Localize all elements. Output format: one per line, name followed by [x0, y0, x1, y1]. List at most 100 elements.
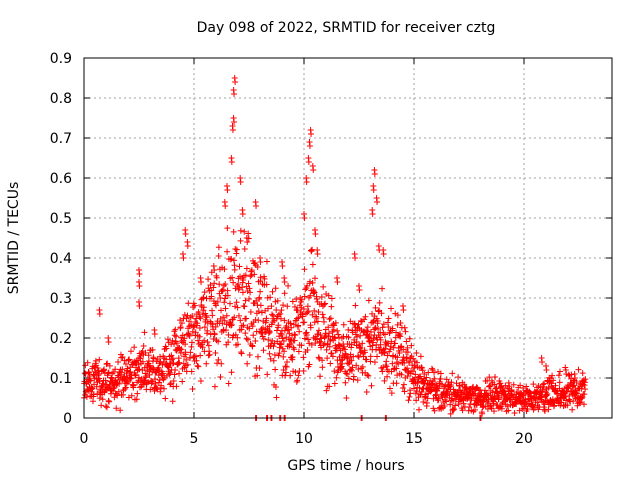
- data-point: [414, 380, 421, 387]
- data-point: [293, 296, 300, 303]
- data-point: [145, 352, 152, 359]
- data-point: [272, 366, 279, 373]
- data-point: [270, 343, 277, 350]
- data-point: [102, 377, 109, 384]
- data-point: [237, 237, 244, 244]
- data-point: [171, 371, 178, 378]
- data-point: [105, 397, 112, 404]
- data-point: [201, 289, 208, 296]
- data-point: [243, 315, 250, 322]
- data-point: [188, 368, 195, 375]
- data-point: [397, 319, 404, 326]
- data-point: [398, 371, 405, 378]
- data-point: [527, 389, 534, 396]
- data-point: [143, 379, 150, 386]
- data-point: [276, 340, 283, 347]
- data-point: [303, 310, 310, 317]
- data-point: [337, 364, 344, 371]
- data-point: [545, 406, 552, 413]
- data-point: [233, 299, 240, 306]
- data-point: [301, 215, 308, 221]
- data-point: [106, 398, 113, 405]
- y-axis-label: SRMTID / TECUs: [6, 182, 22, 295]
- data-point: [323, 346, 330, 353]
- data-point: [236, 263, 243, 270]
- data-point: [307, 324, 314, 331]
- data-point: [86, 369, 93, 376]
- data-point: [303, 179, 310, 185]
- data-point: [455, 374, 462, 381]
- data-point: [396, 349, 403, 356]
- data-point: [164, 336, 171, 343]
- data-point: [110, 385, 117, 392]
- data-point: [234, 334, 241, 341]
- data-point: [249, 323, 256, 330]
- data-point: [309, 261, 316, 268]
- data-point: [284, 327, 291, 334]
- data-point: [219, 286, 226, 293]
- data-point: [363, 356, 370, 363]
- data-point: [501, 388, 508, 395]
- data-point: [380, 321, 387, 328]
- data-point: [314, 251, 321, 257]
- data-point: [200, 307, 207, 314]
- data-point: [254, 263, 261, 270]
- data-point: [290, 321, 297, 328]
- data-point: [217, 374, 224, 381]
- data-point: [207, 281, 214, 288]
- data-point: [416, 406, 423, 413]
- x-tick-label: 15: [405, 431, 423, 447]
- data-point: [115, 359, 122, 366]
- data-point: [132, 372, 139, 379]
- data-point: [147, 386, 154, 393]
- data-point: [118, 354, 125, 361]
- y-tick-label: 0.1: [50, 371, 72, 387]
- data-point: [103, 361, 110, 368]
- data-point: [325, 292, 332, 299]
- data-point: [314, 336, 321, 343]
- data-point: [121, 373, 128, 380]
- data-point: [387, 346, 394, 353]
- data-point: [181, 311, 188, 318]
- data-point: [231, 266, 238, 273]
- data-point: [324, 355, 331, 362]
- data-point: [224, 187, 231, 193]
- data-point: [258, 309, 265, 316]
- data-point: [395, 360, 402, 367]
- data-point: [288, 324, 295, 331]
- data-point: [239, 211, 246, 217]
- data-point: [449, 395, 456, 402]
- data-point: [291, 303, 298, 310]
- data-point: [195, 363, 202, 370]
- data-point: [222, 281, 229, 288]
- data-point: [228, 322, 235, 329]
- data-point: [447, 401, 454, 408]
- data-point: [280, 353, 287, 360]
- data-point: [203, 360, 210, 367]
- data-point: [369, 211, 376, 217]
- data-point: [188, 339, 195, 346]
- data-point: [305, 159, 312, 165]
- data-point: [235, 281, 242, 288]
- data-point: [367, 358, 374, 365]
- data-point: [195, 337, 202, 344]
- data-point: [190, 323, 197, 330]
- data-point: [449, 370, 456, 377]
- data-point: [411, 376, 418, 383]
- data-point: [325, 324, 332, 331]
- data-point: [549, 396, 556, 403]
- data-point: [203, 314, 210, 321]
- data-point: [301, 335, 308, 342]
- data-point: [450, 397, 457, 404]
- data-point: [573, 378, 580, 385]
- data-point: [274, 297, 281, 304]
- data-point: [211, 331, 218, 338]
- data-point: [524, 406, 531, 413]
- data-point: [130, 382, 137, 389]
- data-point: [422, 394, 429, 401]
- data-point: [85, 369, 92, 376]
- data-point: [256, 365, 263, 372]
- data-point: [124, 365, 131, 372]
- data-point: [318, 293, 325, 300]
- data-point: [244, 239, 251, 245]
